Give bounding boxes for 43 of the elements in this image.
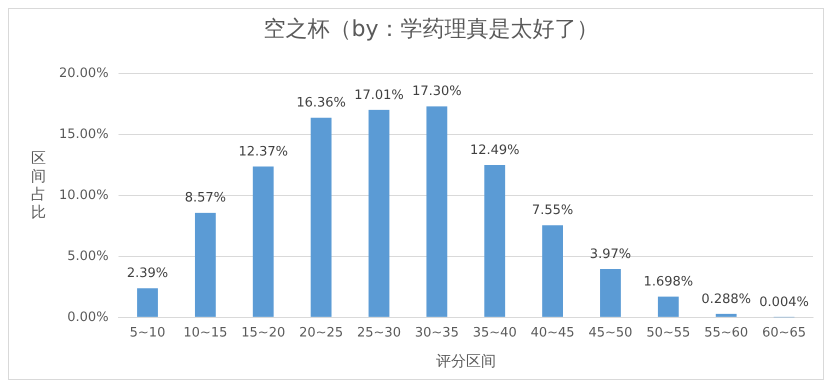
x-tick-label: 5~10 (130, 326, 166, 341)
x-tick-label: 60~65 (762, 326, 806, 341)
bar (252, 166, 274, 317)
x-tick-label: 40~45 (530, 326, 575, 341)
bar (716, 314, 737, 317)
y-tick-label: 15.00% (58, 126, 109, 142)
data-label: 17.01% (354, 88, 404, 103)
data-label: 7.55% (532, 203, 574, 218)
x-tick-label: 50~55 (646, 326, 690, 341)
x-tick-label: 55~60 (704, 326, 748, 341)
x-tick-label: 45~50 (588, 326, 632, 341)
data-label: 3.97% (590, 246, 632, 262)
x-tick-label: 15~20 (241, 326, 286, 341)
y-tick-label: 0.00% (67, 310, 109, 325)
data-label: 12.37% (238, 144, 288, 160)
data-label: 8.57% (184, 190, 226, 206)
bar (484, 165, 506, 317)
bar (137, 288, 158, 317)
x-tick-label: 35~40 (472, 326, 517, 341)
x-tick-label: 25~30 (356, 326, 401, 341)
bar (658, 296, 679, 317)
x-axis-title: 评分区间 (436, 352, 496, 370)
data-label: 12.49% (470, 142, 520, 158)
y-tick-label: 10.00% (58, 188, 109, 203)
data-label: 0.288% (701, 292, 751, 307)
data-label: 0.004% (759, 295, 809, 310)
bar (194, 212, 216, 317)
bar (600, 268, 621, 317)
bar (426, 106, 448, 317)
bar (542, 225, 564, 317)
bar (368, 110, 390, 317)
x-tick-label: 30~35 (414, 326, 459, 341)
data-label: 17.30% (412, 84, 462, 100)
y-tick-label: 20.00% (58, 66, 109, 81)
data-label: 16.36% (296, 96, 346, 111)
x-tick-label: 20~25 (299, 326, 344, 341)
y-axis-title: 区间占比 (31, 149, 47, 221)
x-tick-label: 10~15 (183, 326, 228, 341)
y-tick-label: 5.00% (67, 248, 109, 264)
data-label: 2.39% (126, 266, 168, 282)
bar (310, 118, 332, 317)
data-label: 1.698% (644, 274, 694, 290)
chart-title: 空之杯（by：学药理真是太好了） (264, 16, 598, 42)
